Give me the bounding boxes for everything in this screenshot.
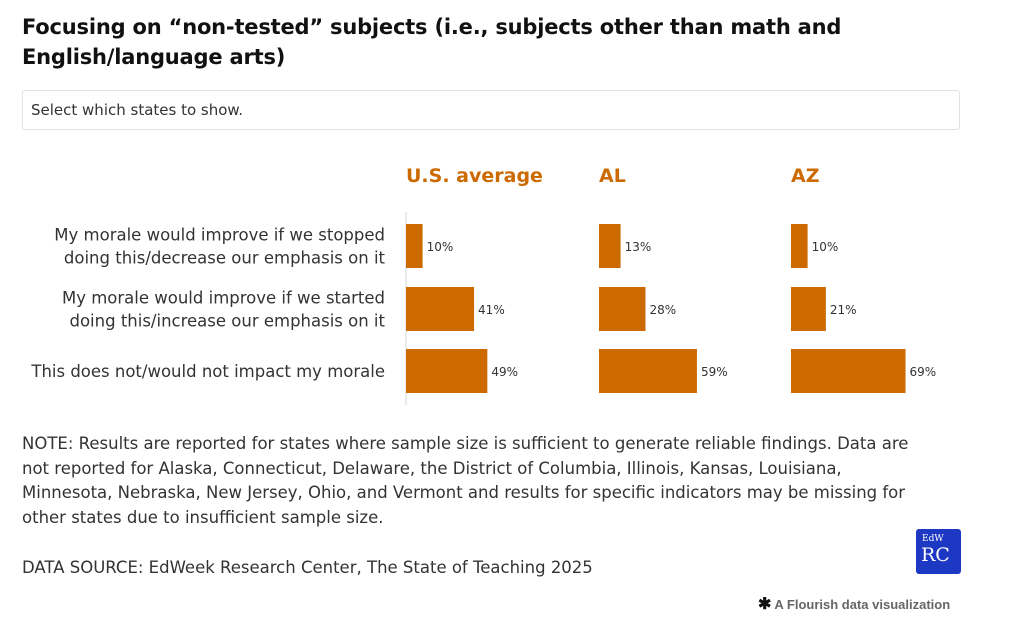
flourish-star-icon: ✱ (758, 596, 772, 613)
data-label: 41% (478, 303, 505, 317)
chart-note: NOTE: Results are reported for states wh… (22, 434, 909, 527)
data-label: 10% (812, 240, 839, 254)
data-label: 69% (910, 365, 937, 379)
category-label-line: doing this/decrease our emphasis on it (64, 249, 386, 268)
bar (406, 224, 423, 268)
panel-header: AZ (791, 165, 819, 187)
bar (406, 349, 488, 393)
data-label: 21% (830, 303, 857, 317)
logo-line-2: RC (921, 544, 950, 566)
category-label: My morale would improve if we started doi… (62, 289, 386, 331)
category-label-line: My morale would improve if we stopped (54, 226, 385, 245)
flourish-credit-link[interactable]: ✱ A Flourish data visualization (758, 596, 951, 613)
panel-header: U.S. average (406, 165, 543, 187)
bar (791, 224, 808, 268)
data-label: 28% (649, 303, 676, 317)
data-label: 49% (491, 365, 518, 379)
state-selector[interactable]: Select which states to show. (22, 90, 960, 130)
bar-chart: My morale would improve if we stopped doi… (30, 165, 937, 405)
bar (599, 287, 646, 331)
flourish-credit-text: A Flourish data visualization (774, 597, 951, 612)
bar (791, 349, 906, 393)
panel-header: AL (599, 165, 626, 187)
category-label: This does not/would not impact my morale (30, 362, 385, 381)
edweek-rc-logo[interactable]: EdW RC (916, 529, 961, 574)
state-selector-label: Select which states to show. (31, 101, 244, 119)
category-label-line: My morale would improve if we started (62, 289, 385, 308)
bar (791, 287, 826, 331)
bar (599, 349, 697, 393)
bar (599, 224, 621, 268)
logo-line-1: EdW (922, 534, 944, 544)
category-label-line: doing this/increase our emphasis on it (69, 312, 385, 331)
chart-title: Focusing on “non-tested” subjects (i.e.,… (22, 15, 842, 69)
category-label-line: This does not/would not impact my morale (30, 362, 385, 381)
data-label: 13% (625, 240, 652, 254)
data-label: 10% (427, 240, 454, 254)
data-label: 59% (701, 365, 728, 379)
category-label: My morale would improve if we stopped doi… (54, 226, 385, 268)
bar (406, 287, 475, 331)
data-source: DATA SOURCE: EdWeek Research Center, The… (22, 558, 593, 577)
